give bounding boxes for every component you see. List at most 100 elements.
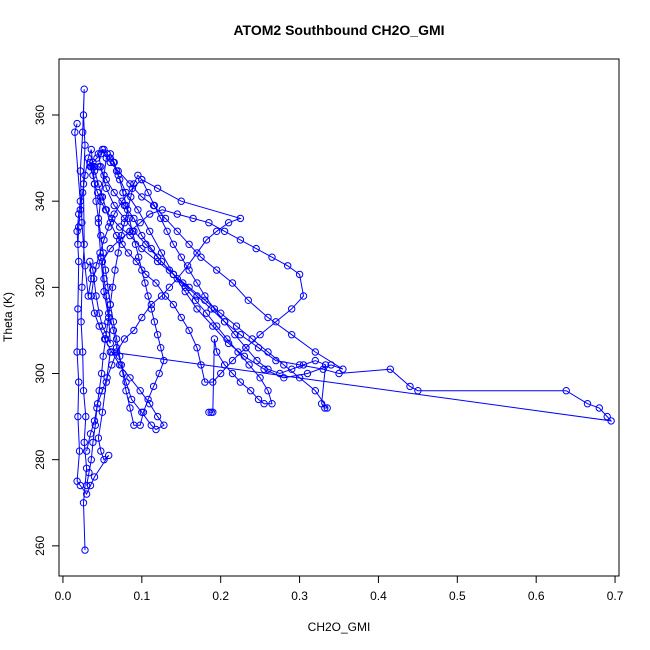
data-point bbox=[111, 266, 119, 274]
y-tick-label: 280 bbox=[33, 449, 47, 469]
data-point bbox=[232, 322, 241, 330]
data-point bbox=[311, 356, 319, 365]
data-point bbox=[205, 408, 213, 416]
data-point bbox=[185, 326, 193, 335]
data-point bbox=[144, 395, 152, 404]
x-tick-label: 0.7 bbox=[607, 589, 624, 603]
data-point bbox=[85, 468, 93, 477]
data-point bbox=[112, 335, 121, 343]
data-point bbox=[147, 421, 156, 429]
data-point bbox=[284, 262, 292, 270]
data-point bbox=[82, 447, 91, 455]
data-point bbox=[112, 167, 121, 175]
data-point bbox=[217, 309, 225, 317]
data-point bbox=[126, 374, 134, 382]
data-point bbox=[71, 128, 79, 136]
data-point bbox=[299, 361, 308, 369]
data-point bbox=[197, 361, 205, 369]
data-point bbox=[153, 331, 162, 339]
data-point bbox=[92, 292, 100, 300]
data-point bbox=[185, 283, 193, 291]
data-point bbox=[205, 219, 213, 227]
data-point bbox=[414, 387, 422, 395]
data-point bbox=[79, 499, 88, 507]
x-axis: 0.0 0.1 0.2 0.3 0.4 0.5 0.6 0.7 bbox=[55, 575, 624, 603]
data-point bbox=[79, 111, 88, 119]
data-point bbox=[102, 184, 111, 193]
data-point bbox=[288, 331, 296, 339]
data-point bbox=[80, 85, 88, 93]
data-point bbox=[152, 425, 160, 434]
data-point bbox=[209, 378, 217, 386]
data-point bbox=[327, 361, 335, 369]
data-point bbox=[108, 348, 116, 356]
data-point bbox=[125, 214, 133, 223]
data-point bbox=[79, 348, 87, 356]
data-point bbox=[173, 275, 182, 283]
data-point bbox=[104, 318, 112, 326]
data-point bbox=[75, 447, 84, 455]
data-point bbox=[82, 490, 91, 498]
data-point bbox=[117, 361, 126, 369]
data-point bbox=[256, 374, 264, 382]
data-point bbox=[252, 244, 260, 253]
data-point bbox=[138, 313, 146, 322]
data-point bbox=[288, 305, 296, 313]
y-tick-label: 360 bbox=[33, 105, 47, 125]
data-point bbox=[75, 210, 83, 218]
data-point bbox=[90, 180, 99, 188]
data-point bbox=[213, 227, 221, 236]
data-point bbox=[126, 231, 134, 240]
data-point bbox=[95, 387, 103, 395]
data-point bbox=[169, 270, 178, 279]
data-point bbox=[207, 408, 215, 416]
data-point bbox=[234, 348, 242, 356]
data-point bbox=[124, 249, 133, 257]
y-axis: 260 280 300 320 340 360 bbox=[33, 105, 60, 556]
series-layer bbox=[71, 85, 615, 554]
data-point bbox=[217, 369, 225, 378]
data-point bbox=[264, 387, 272, 395]
data-point bbox=[120, 219, 129, 227]
data-point bbox=[272, 318, 280, 326]
data-point bbox=[99, 352, 107, 360]
data-point bbox=[406, 382, 414, 391]
data-point bbox=[120, 335, 129, 343]
data-point bbox=[160, 356, 168, 365]
data-point bbox=[321, 361, 330, 369]
data-point bbox=[236, 214, 245, 223]
data-point bbox=[339, 365, 347, 373]
data-point bbox=[84, 154, 92, 162]
data-point bbox=[136, 219, 144, 227]
data-point bbox=[177, 197, 186, 205]
data-point bbox=[213, 322, 221, 330]
data-point bbox=[603, 412, 611, 421]
data-point bbox=[78, 283, 86, 291]
data-point bbox=[116, 352, 124, 360]
data-point bbox=[108, 283, 117, 291]
data-point bbox=[123, 206, 132, 214]
data-point bbox=[228, 369, 237, 378]
data-point bbox=[185, 240, 193, 249]
data-point bbox=[108, 361, 116, 369]
data-point bbox=[260, 400, 268, 408]
data-point bbox=[177, 253, 186, 261]
data-point bbox=[114, 171, 122, 180]
data-point bbox=[122, 387, 130, 395]
data-point bbox=[130, 421, 138, 429]
data-point bbox=[101, 206, 110, 214]
data-point bbox=[73, 119, 81, 128]
data-point bbox=[183, 262, 192, 270]
data-point bbox=[105, 451, 113, 460]
data-point bbox=[100, 171, 108, 180]
data-point bbox=[157, 249, 166, 257]
data-point bbox=[153, 253, 162, 261]
data-point bbox=[202, 236, 211, 244]
data-point bbox=[138, 244, 146, 253]
data-point bbox=[109, 326, 118, 335]
data-point bbox=[163, 227, 171, 236]
x-tick-label: 0.3 bbox=[291, 589, 308, 603]
data-point bbox=[130, 326, 138, 335]
data-point bbox=[119, 369, 127, 378]
